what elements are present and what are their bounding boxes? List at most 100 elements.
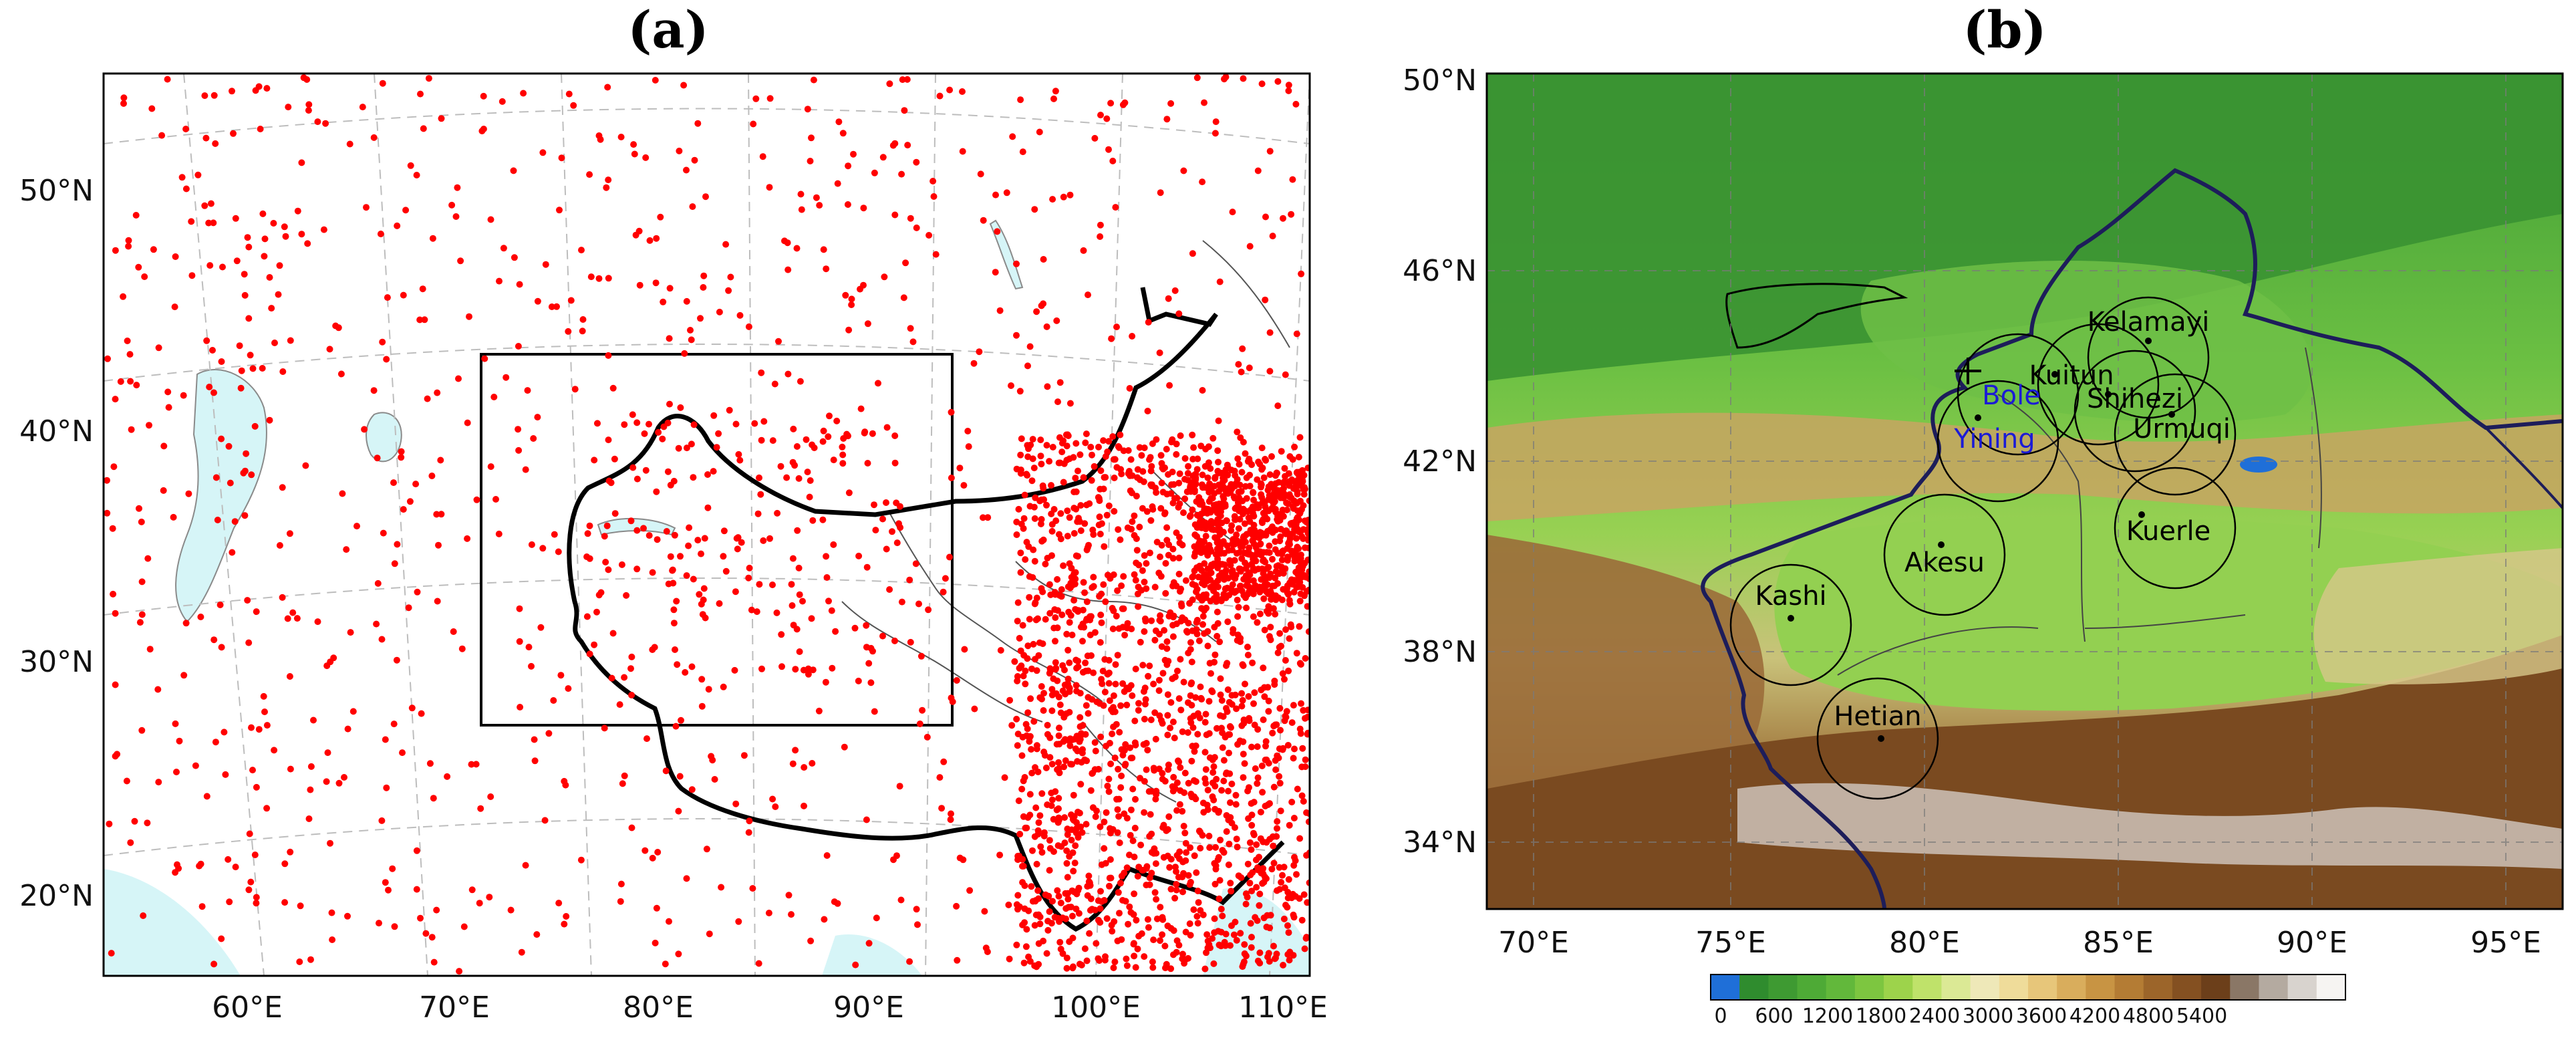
station-dot	[233, 257, 241, 265]
station-dot	[1130, 911, 1137, 918]
station-dot	[621, 772, 628, 779]
station-dot	[1055, 459, 1062, 467]
station-dot	[1246, 880, 1254, 887]
station-dot	[1266, 633, 1273, 640]
station-dot	[736, 457, 744, 464]
station-dot	[1054, 398, 1061, 406]
station-dot	[1292, 483, 1299, 491]
station-dot	[1013, 941, 1020, 948]
station-dot	[1083, 430, 1090, 438]
station-dot	[912, 560, 919, 567]
station-dot	[617, 880, 625, 888]
station-dot	[1220, 713, 1227, 720]
station-dot	[1211, 534, 1219, 541]
station-dot	[435, 541, 442, 549]
station-dot	[841, 743, 848, 751]
station-dot	[1136, 523, 1143, 531]
colorbar-swatch	[2028, 974, 2057, 1000]
station-dot	[555, 900, 563, 907]
station-dot	[525, 644, 533, 651]
station-dot	[212, 140, 219, 147]
station-dot	[1091, 463, 1098, 470]
station-dot	[1044, 383, 1051, 390]
station-dot	[732, 800, 740, 807]
station-dot	[112, 610, 119, 617]
station-dot	[1020, 525, 1027, 532]
station-dot	[1083, 821, 1090, 828]
china-border-b	[1701, 168, 2563, 909]
station-dot	[1167, 965, 1175, 972]
station-dot	[906, 958, 913, 965]
station-dot	[1304, 465, 1310, 472]
station-dot	[1150, 765, 1157, 772]
station-dot	[146, 646, 154, 653]
station-dot	[1064, 507, 1071, 515]
colorbar-swatch	[1854, 974, 1884, 1000]
station-dot	[188, 218, 195, 225]
station-dot	[1056, 725, 1062, 732]
station-dot	[1258, 444, 1266, 452]
station-dot	[1124, 620, 1131, 627]
station-dot	[1064, 896, 1072, 903]
station-dot	[249, 365, 257, 372]
lon-tick: 95°E	[2470, 926, 2541, 960]
station-dot	[1097, 733, 1105, 741]
station-dot	[565, 90, 573, 98]
station-dot	[1086, 880, 1093, 888]
station-dot	[823, 265, 830, 273]
station-dot	[1278, 556, 1286, 563]
station-dot	[1155, 676, 1163, 684]
station-dot	[1046, 734, 1054, 741]
station-dots	[1787, 338, 2175, 742]
station-dot	[1225, 787, 1232, 795]
station-dot	[1018, 435, 1025, 442]
station-dot	[1281, 717, 1288, 725]
station-dot	[1260, 595, 1268, 602]
station-dot	[253, 894, 260, 901]
station-dot	[1201, 965, 1209, 972]
station-dot	[1225, 731, 1232, 739]
station-dot	[1189, 573, 1196, 581]
station-dot	[1175, 942, 1183, 949]
station-dot	[125, 243, 132, 250]
station-dot	[1235, 361, 1242, 368]
station-dot	[1108, 335, 1115, 342]
station-dot	[797, 190, 805, 198]
station-dot	[1177, 764, 1184, 771]
station-dot	[980, 514, 986, 521]
station-dot	[1293, 552, 1300, 559]
station-dot	[1256, 960, 1264, 966]
station-dot	[246, 830, 253, 837]
panel-b-frame	[1485, 72, 2564, 910]
station-dot	[1254, 780, 1261, 787]
station-dot	[883, 545, 890, 553]
station-dot	[1305, 544, 1310, 551]
station-dot	[528, 541, 535, 548]
station-dot	[558, 154, 565, 162]
station-dot	[667, 553, 674, 560]
station-dot	[565, 685, 572, 692]
station-dot	[1073, 733, 1081, 740]
station-dot	[1066, 659, 1073, 666]
station-dot	[1285, 590, 1292, 597]
station-dot	[515, 426, 522, 433]
station-dot	[120, 100, 127, 107]
station-dot	[1055, 732, 1062, 739]
station-dot	[1048, 686, 1056, 693]
station-dot	[1169, 555, 1177, 562]
station-dot	[1013, 715, 1020, 723]
station-dot	[617, 898, 624, 905]
colorbar-swatch	[2057, 974, 2086, 1000]
station-dot	[1023, 471, 1030, 478]
station-dot	[1226, 485, 1233, 492]
station-dot	[1159, 465, 1166, 472]
station-dot	[609, 384, 617, 392]
station-dot	[704, 471, 711, 478]
station-dot	[750, 120, 757, 128]
station-dot	[414, 588, 421, 596]
station-dot	[936, 92, 944, 100]
station-dot	[1219, 847, 1226, 854]
station-dot	[1274, 887, 1280, 894]
station-dot	[110, 590, 117, 598]
station-dot	[307, 763, 315, 770]
